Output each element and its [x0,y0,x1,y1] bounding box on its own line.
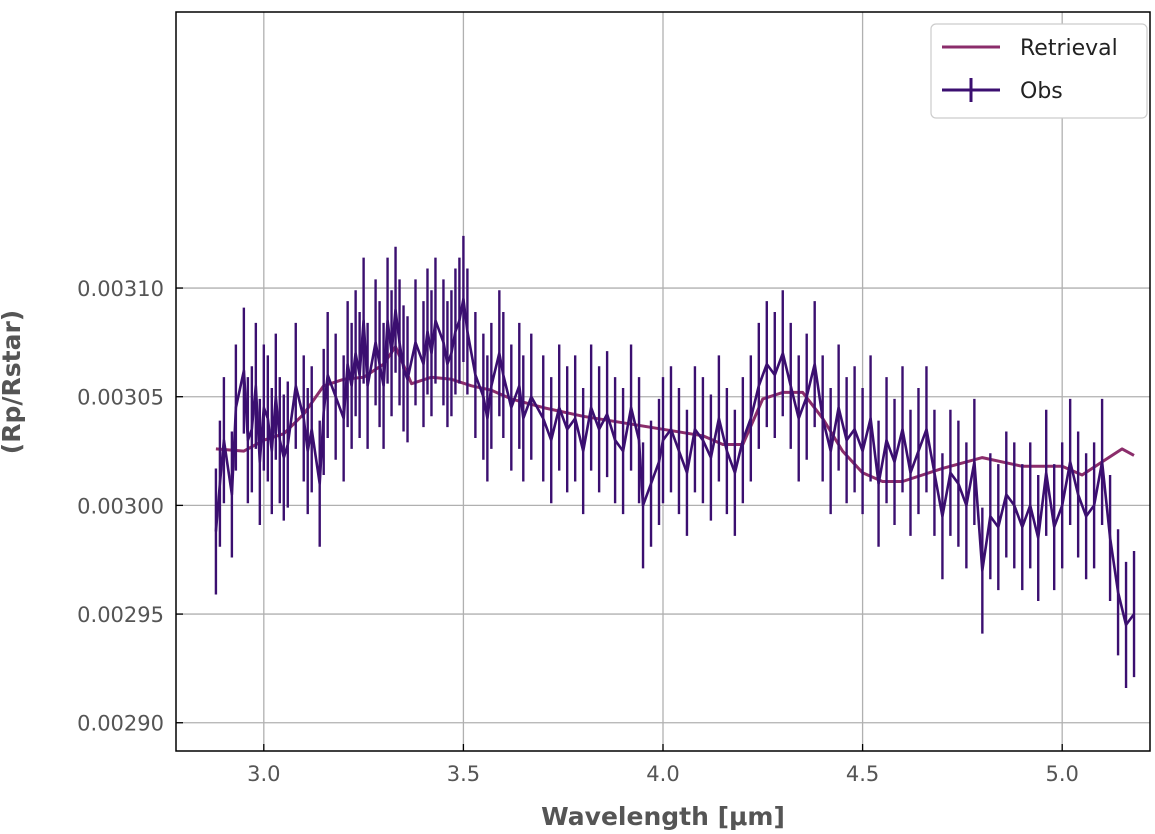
grid [176,12,1150,751]
y-tick-label: 0.00295 [77,603,164,627]
legend-obs-label: Obs [1020,79,1063,104]
x-tick-label: 4.5 [846,762,879,786]
x-tick-label: 3.5 [447,762,480,786]
y-tick-label: 0.00290 [77,712,164,736]
x-tick-label: 4.0 [646,762,679,786]
y-axis-label: (Rp/Rstar) [0,310,26,454]
y-tick-label: 0.00305 [77,386,164,410]
legend-retrieval-label: Retrieval [1020,36,1118,61]
legend: Retrieval Obs [930,23,1148,119]
obs-line [214,297,1136,627]
y-tick-label: 0.00300 [77,494,164,518]
x-axis-label: Wavelength [μm] [541,802,785,831]
axis-ticks: 3.0 3.5 4.0 4.5 5.0 0.00310 0.00305 0.00300 0.00… [77,277,1079,786]
y-tick-label: 0.00310 [77,277,164,301]
obs-series [214,235,1136,688]
x-tick-label: 3.0 [247,762,280,786]
x-tick-label: 5.0 [1045,762,1078,786]
